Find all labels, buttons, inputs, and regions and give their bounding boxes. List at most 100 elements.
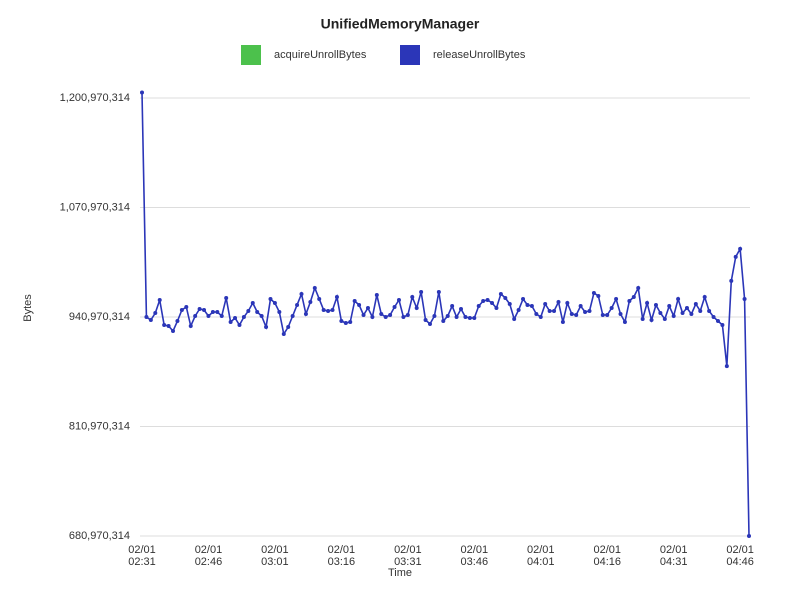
data-point	[401, 315, 406, 320]
x-tick-label: 02/01 04:46	[726, 544, 754, 568]
data-point	[215, 309, 220, 314]
data-point	[507, 301, 512, 306]
x-tick-label: 02/01 02:31	[128, 544, 156, 568]
data-point	[498, 291, 503, 296]
data-point	[317, 296, 322, 301]
data-point	[237, 323, 242, 328]
chart-title: UnifiedMemoryManager	[321, 16, 480, 32]
legend-swatch	[400, 45, 420, 65]
data-point	[503, 295, 508, 300]
x-tick-label: 02/01 03:46	[461, 544, 489, 568]
y-tick-label: 940,970,314	[69, 311, 130, 323]
data-point	[676, 296, 681, 301]
data-point	[436, 289, 441, 294]
data-point	[250, 300, 255, 305]
data-point	[272, 300, 277, 305]
data-point	[636, 285, 641, 290]
data-point	[179, 307, 184, 312]
data-point	[290, 314, 295, 319]
data-point	[591, 290, 596, 295]
data-point	[432, 314, 437, 319]
y-axis-title: Bytes	[22, 294, 34, 322]
data-point	[445, 314, 450, 319]
y-tick-label: 1,070,970,314	[60, 201, 130, 213]
data-point	[467, 316, 472, 321]
data-point	[529, 303, 534, 308]
data-point	[348, 320, 353, 325]
legend-label: releaseUnrollBytes	[433, 49, 526, 61]
y-tick-label: 810,970,314	[69, 420, 130, 432]
data-point	[184, 304, 189, 309]
data-point	[374, 292, 379, 297]
data-point	[583, 309, 588, 314]
data-point	[268, 296, 273, 301]
data-point	[148, 318, 153, 323]
data-point	[724, 364, 729, 369]
data-point	[193, 314, 198, 319]
data-point	[427, 322, 432, 327]
data-point	[365, 305, 370, 310]
data-point	[414, 305, 419, 310]
data-point	[162, 323, 167, 328]
data-point	[219, 314, 224, 319]
data-point	[733, 254, 738, 259]
data-point	[565, 300, 570, 305]
x-tick-label: 02/01 03:01	[261, 544, 289, 568]
data-point	[516, 307, 521, 312]
data-point	[618, 312, 623, 317]
data-point	[379, 312, 384, 317]
data-point	[339, 319, 344, 324]
data-point	[286, 325, 291, 330]
data-point	[556, 299, 561, 304]
x-tick-label: 02/01 03:31	[394, 544, 422, 568]
data-point	[693, 301, 698, 306]
data-point	[698, 308, 703, 313]
data-point	[711, 315, 716, 320]
x-axis-title: Time	[388, 567, 412, 579]
data-point	[481, 298, 486, 303]
data-point	[454, 315, 459, 320]
data-point	[662, 317, 667, 322]
x-tick-label: 02/01 02:46	[195, 544, 223, 568]
data-point	[370, 315, 375, 320]
legend-swatch	[241, 45, 261, 65]
data-point	[352, 298, 357, 303]
data-point	[702, 294, 707, 299]
data-point	[410, 294, 415, 299]
x-tick-label: 02/01 04:31	[660, 544, 688, 568]
data-point	[667, 303, 672, 308]
data-point	[747, 534, 751, 538]
data-point	[405, 313, 410, 318]
data-point	[197, 306, 202, 311]
data-point	[658, 311, 663, 316]
data-point	[680, 311, 685, 316]
x-tick-label: 02/01 03:16	[328, 544, 356, 568]
data-point	[684, 305, 689, 310]
data-point	[494, 305, 499, 310]
data-point	[512, 317, 517, 322]
data-point	[321, 307, 326, 312]
data-point	[326, 308, 331, 313]
data-point	[153, 311, 158, 316]
data-point	[210, 309, 215, 314]
data-point	[228, 320, 233, 325]
data-point	[450, 303, 455, 308]
data-point	[361, 313, 366, 318]
data-point	[312, 285, 317, 290]
data-point	[587, 308, 592, 313]
data-point	[357, 302, 362, 307]
data-point	[609, 305, 614, 310]
data-point	[241, 315, 246, 320]
data-point	[392, 304, 397, 309]
y-tick-label: 680,970,314	[69, 530, 130, 542]
data-point	[281, 332, 286, 337]
data-point	[441, 319, 446, 324]
data-point	[605, 313, 610, 318]
data-point	[490, 300, 495, 305]
x-tick-label: 02/01 04:16	[593, 544, 621, 568]
data-point	[715, 319, 720, 324]
data-point	[277, 309, 282, 314]
data-point	[308, 299, 313, 304]
data-point	[144, 315, 149, 320]
data-point	[578, 303, 583, 308]
